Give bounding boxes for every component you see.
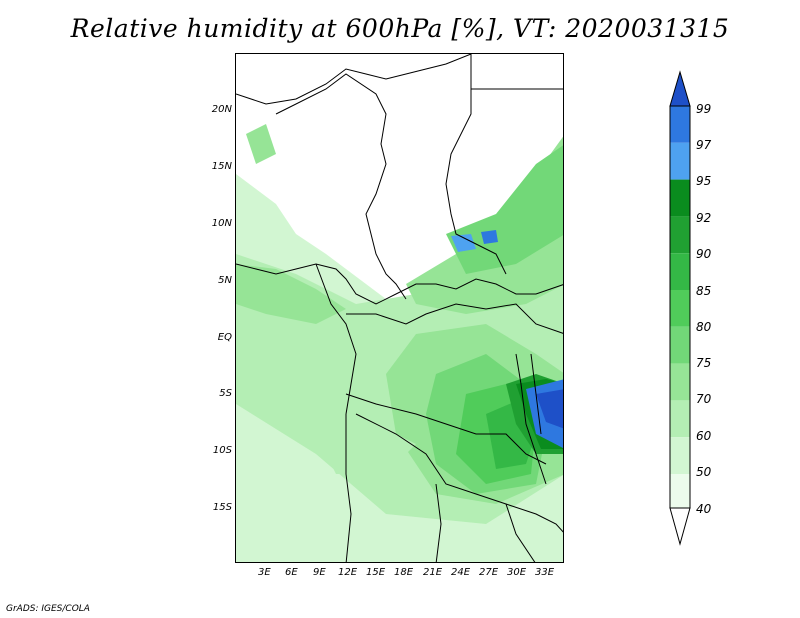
- colorbar-label-90: 90: [696, 247, 712, 261]
- grads-credit: GrADS: IGES/COLA: [6, 604, 90, 614]
- lat-label-10n: 10N: [211, 218, 232, 229]
- map-panel: [235, 53, 564, 563]
- lat-label-20n: 20N: [211, 104, 232, 115]
- lon-label-12e: 12E: [338, 567, 358, 578]
- colorbar-label-97: 97: [696, 138, 712, 152]
- lat-label-15n: 15N: [211, 161, 232, 172]
- colorbar-segments: [669, 105, 691, 511]
- humidity-shading: [236, 124, 563, 562]
- colorbar-segment: [670, 106, 690, 143]
- colorbar-segment: [670, 253, 690, 290]
- lon-label-24e: 24E: [451, 567, 471, 578]
- lat-label-5s: 5S: [219, 388, 232, 399]
- colorbar: [669, 70, 691, 546]
- country-borders: [236, 54, 563, 562]
- colorbar-label-70: 70: [696, 392, 712, 406]
- colorbar-segment: [670, 290, 690, 327]
- colorbar-label-85: 85: [696, 284, 712, 298]
- lon-label-6e: 6E: [285, 567, 298, 578]
- colorbar-label-80: 80: [696, 320, 712, 334]
- lon-label-18e: 18E: [394, 567, 414, 578]
- lat-label-10s: 10S: [212, 445, 232, 456]
- colorbar-segment: [670, 142, 690, 180]
- map-title: Relative humidity at 600hPa [%], VT: 202…: [70, 14, 730, 43]
- colorbar-segment: [670, 400, 690, 438]
- lat-label-5n: 5N: [218, 275, 232, 286]
- lat-label-eq: EQ: [217, 332, 232, 343]
- lon-label-15e: 15E: [366, 567, 386, 578]
- colorbar-top-arrow: [669, 70, 691, 107]
- colorbar-segment: [670, 363, 690, 401]
- colorbar-bottom-arrow: [669, 507, 691, 546]
- colorbar-segment: [670, 474, 690, 511]
- lon-label-9e: 9E: [313, 567, 326, 578]
- colorbar-label-75: 75: [696, 356, 712, 370]
- colorbar-label-92: 92: [696, 211, 712, 225]
- colorbar-segment: [670, 179, 690, 217]
- lat-axis: 20N 15N 10N 5N EQ 5S 10S 15S: [200, 0, 232, 618]
- colorbar-label-60: 60: [696, 429, 712, 443]
- lon-label-27e: 27E: [479, 567, 499, 578]
- colorbar-label-40: 40: [696, 502, 712, 516]
- lon-label-30e: 30E: [507, 567, 527, 578]
- colorbar-label-99: 99: [696, 102, 712, 116]
- colorbar-segment: [670, 326, 690, 364]
- lon-label-3e: 3E: [258, 567, 271, 578]
- lat-label-15s: 15S: [212, 502, 232, 513]
- colorbar-label-50: 50: [696, 465, 712, 479]
- lon-label-21e: 21E: [423, 567, 443, 578]
- colorbar-segment: [670, 437, 690, 474]
- lon-label-33e: 33E: [535, 567, 555, 578]
- colorbar-segment: [670, 216, 690, 254]
- humidity-map: [236, 54, 563, 562]
- colorbar-label-95: 95: [696, 174, 712, 188]
